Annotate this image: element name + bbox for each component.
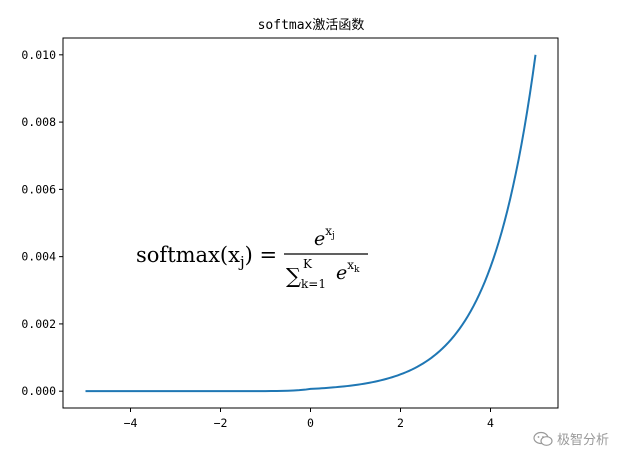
softmax-series-line	[85, 54, 537, 393]
formula-sum-symbol: ∑	[286, 264, 301, 288]
x-tick-label: 2	[397, 416, 404, 430]
x-tick-label: 0	[307, 416, 314, 430]
y-axis: 0.000 0.002 0.004 0.006 0.008 0.010	[21, 48, 63, 398]
plot-frame	[62, 37, 559, 409]
y-tick-label: 0.008	[21, 115, 56, 129]
formula-numerator: exj	[314, 224, 335, 250]
chart-title: softmax激活函数	[258, 18, 365, 33]
wechat-icon	[533, 431, 553, 446]
y-tick-label: 0.002	[21, 317, 56, 331]
x-tick-label: 4	[487, 416, 494, 430]
formula-annotation: softmax(xj) = exj ∑ K k=1 exk	[136, 224, 368, 291]
x-axis: −4 −2 0 2 4	[124, 408, 494, 430]
formula-lhs: softmax(xj) =	[136, 243, 277, 271]
formula-sum-upper: K	[303, 257, 313, 271]
y-tick-label: 0.010	[21, 48, 56, 62]
watermark: 极智分析	[533, 429, 609, 448]
y-tick-label: 0.006	[21, 182, 56, 196]
watermark-text: 极智分析	[556, 433, 609, 448]
x-tick-label: −2	[214, 416, 228, 430]
formula-denominator-exp: exk	[336, 258, 360, 284]
x-tick-label: −4	[124, 416, 138, 430]
y-tick-label: 0.000	[21, 384, 56, 398]
formula-sum-lower: k=1	[301, 277, 326, 291]
y-tick-label: 0.004	[21, 250, 56, 264]
